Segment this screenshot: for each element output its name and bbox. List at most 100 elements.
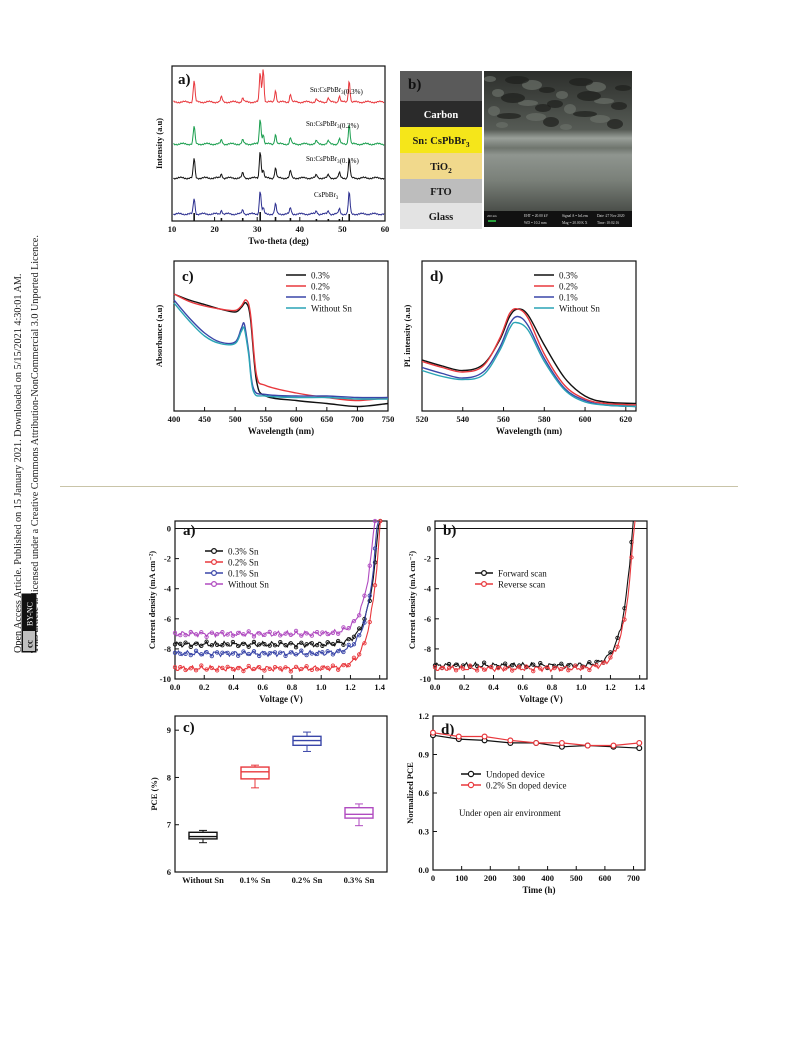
jv-series-marker <box>193 632 199 637</box>
jv-series-marker <box>267 643 272 648</box>
sem-grain <box>543 117 559 127</box>
hys-series-marker <box>559 661 564 666</box>
jv-series-marker <box>209 653 214 659</box>
pl-panel-letter: d) <box>430 269 443 285</box>
pl-legend-label: Without Sn <box>559 304 600 314</box>
jv-series-marker <box>341 649 346 655</box>
stab-ytick-label: 0.0 <box>418 865 429 875</box>
hys-legend-label: Forward scan <box>498 569 547 579</box>
pce-ytick-label: 6 <box>167 867 171 877</box>
jv-series-marker <box>214 650 220 655</box>
sem-grain <box>488 106 500 116</box>
jv-series-marker <box>188 629 193 635</box>
sem-date: Date :27 Nov 2020 <box>597 214 625 218</box>
hys-legend-marker <box>480 569 487 576</box>
stab-xtick-label: 600 <box>599 873 612 883</box>
stab-series-marker <box>636 745 643 752</box>
sem-info-bar <box>484 211 632 227</box>
jv-series-marker <box>183 632 188 638</box>
jv-series-marker <box>283 665 288 670</box>
stab-series-marker <box>584 742 591 749</box>
hys-xtick-label: 1.0 <box>576 682 587 692</box>
abs-xtick-label: 400 <box>168 414 181 424</box>
jv-series-marker <box>236 643 241 649</box>
stab-legend-marker <box>467 781 475 789</box>
jv-series-marker <box>320 665 325 670</box>
stack-layer <box>400 101 482 127</box>
jv-series-marker <box>330 641 336 647</box>
hys-series-marker <box>488 664 494 670</box>
sem-grain <box>492 89 504 97</box>
hys-series-marker <box>474 668 480 673</box>
sem-time: Time :10:02:16 <box>597 221 619 225</box>
jv-legend-label: Without Sn <box>228 580 269 590</box>
jv-series-marker <box>325 631 330 637</box>
jv-ytick-label: 0 <box>167 524 171 534</box>
pl-frame <box>421 260 637 412</box>
jv-series-marker <box>372 518 378 524</box>
jv-series-marker <box>299 666 304 672</box>
sem-grain <box>496 122 508 128</box>
jv-series-marker <box>209 643 214 648</box>
jv-series-marker <box>178 665 183 670</box>
jv-series-marker <box>336 638 341 644</box>
jv-series-marker <box>214 631 220 637</box>
jv-frame <box>174 520 388 680</box>
jv-series-marker <box>172 650 178 655</box>
abs-legend-label: 0.2% <box>311 282 330 292</box>
license-sidebar-svg: Open Access Article. Published on 15 Jan… <box>13 235 41 653</box>
sem-scale-label: 200 nm <box>487 214 497 218</box>
jv-series-marker <box>251 649 257 654</box>
section-divider <box>60 486 738 487</box>
jv-series-marker <box>278 633 283 638</box>
hys-xlabel: Voltage (V) <box>519 694 562 704</box>
stack-layer-label: Carbon <box>424 110 459 121</box>
fig2-panel-b: b) Forward scan Reverse scan 0.0 0.2 0.4 0.6 0.… <box>405 515 650 705</box>
hys-frame <box>434 520 648 680</box>
license-sidebar: Open Access Article. Published on 15 Jan… <box>0 0 60 660</box>
abs-series-line <box>173 293 389 408</box>
jv-series-marker <box>304 642 309 647</box>
jv-series-marker <box>362 593 367 598</box>
sem-grain <box>505 76 529 84</box>
jv-panel-letter: a) <box>183 523 196 539</box>
jv-series-marker <box>272 650 278 655</box>
jv-series-marker <box>283 653 288 659</box>
jv-series-marker <box>251 634 257 639</box>
pl-xlabel: Wavelength (nm) <box>496 426 562 436</box>
pl-series-line <box>421 321 637 408</box>
jv-series-line <box>174 520 381 649</box>
stack-layer-label: Glass <box>429 212 454 223</box>
hys-series-marker <box>552 665 557 671</box>
stab-series-marker <box>636 739 643 746</box>
hys-legend-label: Reverse scan <box>498 580 546 590</box>
pce-box <box>344 807 374 819</box>
pl-legend-label: 0.3% <box>559 271 578 281</box>
abs-xlabel: Wavelength (nm) <box>248 426 314 436</box>
abs-xtick-label: 550 <box>259 414 272 424</box>
hys-xtick-label: 0.0 <box>430 682 441 692</box>
jv-series-marker <box>214 668 220 673</box>
jv-series-marker <box>357 633 362 638</box>
hys-panel-letter: b) <box>443 523 456 539</box>
sem-grain <box>590 115 610 123</box>
xrd-series-line <box>173 69 385 104</box>
jv-series-marker <box>220 665 225 671</box>
hys-xtick-label: 1.2 <box>605 682 616 692</box>
pl-series-line <box>421 308 637 405</box>
jv-xtick-label: 1.0 <box>316 682 327 692</box>
hys-series-marker <box>545 665 550 670</box>
hys-ytick-label: -4 <box>424 584 432 594</box>
hys-series-marker <box>622 617 627 622</box>
jv-xtick-label: 0.0 <box>170 682 181 692</box>
jv-legend-marker <box>210 569 217 576</box>
hys-series-marker <box>481 660 487 665</box>
hys-series-marker <box>615 635 620 641</box>
cc-badge[interactable]: cc BY-NC <box>21 593 37 653</box>
jv-series-marker <box>351 618 357 624</box>
hys-series-marker <box>566 663 571 668</box>
hys-series-marker <box>587 667 592 673</box>
abs-xtick-label: 600 <box>290 414 303 424</box>
sem-grain <box>594 98 614 104</box>
